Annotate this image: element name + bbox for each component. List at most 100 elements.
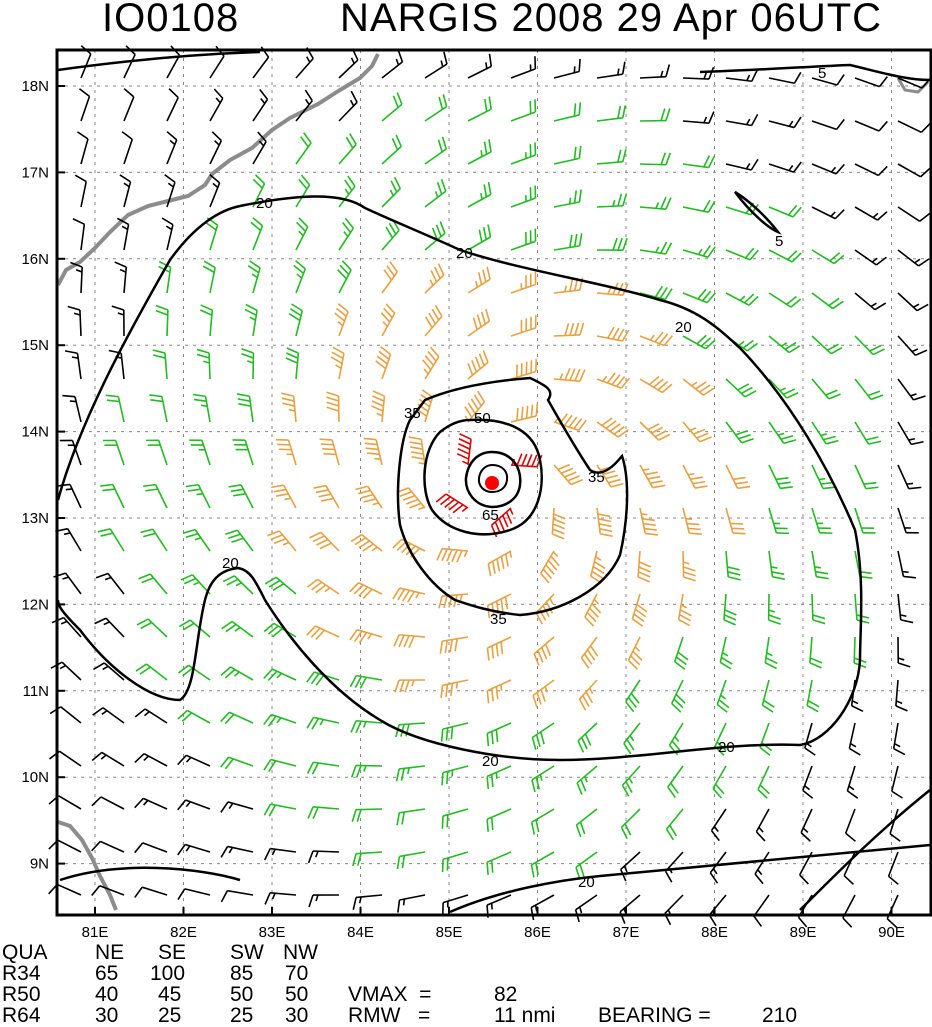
wind-barb — [276, 440, 296, 465]
wind-barb — [135, 754, 167, 766]
wind-barb — [109, 350, 124, 379]
contour-label: 20 — [456, 245, 473, 262]
wind-barb — [597, 105, 625, 121]
wind-barb — [855, 207, 887, 220]
wind-barb — [511, 359, 536, 379]
wind-barb — [271, 485, 296, 508]
wind-barb — [106, 395, 124, 422]
wind-barb — [554, 189, 581, 207]
wind-barb — [597, 373, 629, 388]
wind-barb — [769, 250, 801, 262]
rmw-value: 11 nmi — [494, 1005, 555, 1026]
wind-barb — [339, 218, 353, 250]
wind-barb — [597, 508, 613, 536]
wind-barb — [640, 109, 670, 121]
wind-barb — [769, 205, 801, 216]
rmw-label: RMW = — [348, 1005, 430, 1026]
wind-barb — [92, 841, 124, 852]
wind-barb — [887, 895, 898, 927]
wind-barb — [294, 261, 306, 293]
wind-barb — [307, 579, 339, 594]
wind-barb — [281, 393, 296, 422]
wind-barb — [726, 508, 746, 534]
wind-barb — [726, 465, 750, 488]
wind-barb — [710, 852, 726, 883]
wind-barb — [726, 422, 754, 443]
wind-barb — [382, 135, 401, 164]
wind-barb — [622, 809, 640, 839]
wind-barb — [679, 594, 692, 626]
wind-barb — [803, 766, 813, 798]
wind-barb — [350, 630, 382, 643]
wind-barb — [308, 762, 339, 774]
wind-barb — [143, 485, 167, 508]
wind-barb — [398, 852, 425, 869]
wind-barb — [96, 574, 124, 594]
lat-label: 11N — [23, 683, 49, 700]
wind-barb — [286, 348, 298, 379]
wind-barb — [98, 529, 124, 551]
wind-barb — [331, 347, 344, 379]
wind-barb — [457, 434, 471, 465]
bearing-value: 210 — [762, 1005, 797, 1026]
wind-barb — [760, 723, 772, 755]
wind-barb — [640, 422, 670, 440]
row-r64-ne: 30 — [95, 1005, 118, 1026]
wind-barb — [726, 293, 758, 305]
wind-barb — [338, 261, 351, 293]
wind-barb — [425, 52, 447, 78]
wind-barb — [726, 159, 758, 170]
wind-barb — [253, 89, 267, 121]
wind-barb — [307, 626, 339, 639]
wind-barb — [178, 845, 210, 855]
lat-label: 9N — [30, 856, 49, 873]
wind-barb — [296, 218, 308, 250]
wind-barb — [511, 229, 536, 250]
lat-label: 18N — [21, 78, 49, 95]
wind-barb — [898, 465, 921, 489]
wind-barb — [812, 594, 825, 624]
lon-label: 82E — [170, 924, 197, 940]
wind-barb — [309, 895, 339, 907]
wind-barb — [511, 99, 535, 121]
wind-barb — [898, 594, 913, 623]
wind-barb — [397, 488, 425, 510]
wind-barb — [847, 766, 857, 798]
wind-barb — [640, 286, 672, 299]
wind-barb — [248, 261, 260, 293]
lat-label: 17N — [21, 164, 49, 181]
wind-barb — [668, 766, 683, 797]
wind-barb — [892, 766, 903, 798]
wind-barb — [640, 64, 669, 78]
wind-barb — [762, 680, 774, 712]
wind-barb — [675, 637, 688, 669]
wind-barb — [683, 335, 715, 348]
wind-barb — [812, 119, 844, 129]
wind-barb — [726, 248, 758, 259]
wind-barb — [326, 392, 339, 422]
wind-barb — [511, 56, 535, 78]
wind-barb — [640, 508, 658, 535]
wind-barb — [68, 307, 81, 336]
wind-barb — [103, 440, 124, 465]
wind-barb — [186, 485, 210, 508]
wind-barb — [264, 715, 296, 727]
wind-barb — [683, 67, 713, 79]
wind-barb — [210, 132, 221, 164]
wind-barb — [597, 327, 629, 341]
wind-barb — [769, 508, 789, 533]
wind-barb — [640, 153, 670, 165]
wind-barb — [541, 551, 559, 583]
header-qua: QUA — [2, 942, 48, 963]
wind-barb — [352, 809, 382, 822]
wind-barb — [683, 112, 714, 124]
lon-label: 88E — [701, 924, 728, 940]
wind-barb — [532, 809, 554, 835]
wind-barb — [554, 368, 585, 381]
contour-label: 20 — [578, 874, 595, 891]
wind-barb — [620, 895, 640, 924]
vmax-value: 82 — [494, 984, 517, 1005]
wind-barb — [812, 422, 838, 444]
wind-barb — [135, 798, 167, 809]
wind-barb — [683, 289, 715, 302]
